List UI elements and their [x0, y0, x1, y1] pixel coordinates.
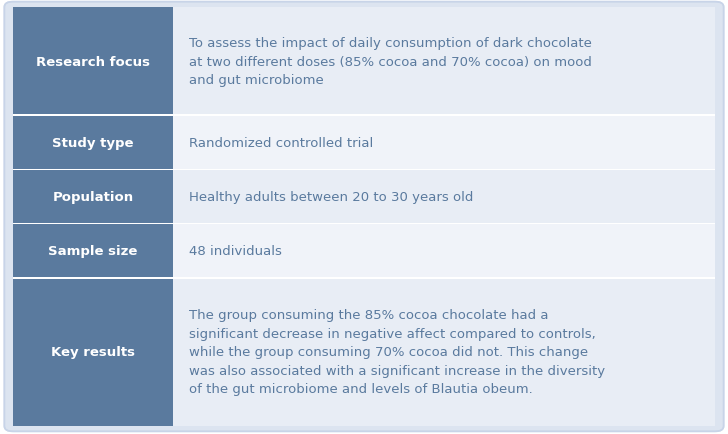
Text: Research focus: Research focus	[36, 56, 150, 69]
Text: Study type: Study type	[52, 136, 134, 149]
Text: The group consuming the 85% cocoa chocolate had a
significant decrease in negati: The group consuming the 85% cocoa chocol…	[189, 309, 605, 395]
Bar	[13, 169, 715, 171]
Text: 48 individuals: 48 individuals	[189, 245, 282, 257]
Bar	[173, 8, 715, 116]
Bar	[173, 116, 715, 170]
Text: Population: Population	[52, 191, 134, 204]
Bar	[13, 8, 173, 116]
Bar	[173, 224, 715, 278]
Text: To assess the impact of daily consumption of dark chocolate
at two different dos: To assess the impact of daily consumptio…	[189, 37, 592, 87]
Text: Sample size: Sample size	[49, 245, 138, 257]
Text: Healthy adults between 20 to 30 years old: Healthy adults between 20 to 30 years ol…	[189, 191, 473, 204]
Bar	[13, 223, 715, 225]
Bar	[13, 278, 173, 426]
FancyBboxPatch shape	[4, 3, 724, 431]
Bar	[173, 170, 715, 224]
Bar	[13, 116, 173, 170]
Bar	[13, 170, 173, 224]
Text: Randomized controlled trial: Randomized controlled trial	[189, 136, 373, 149]
Bar	[13, 277, 715, 279]
Bar	[13, 224, 173, 278]
Bar	[13, 115, 715, 117]
Text: Key results: Key results	[51, 345, 135, 358]
Bar	[173, 278, 715, 426]
